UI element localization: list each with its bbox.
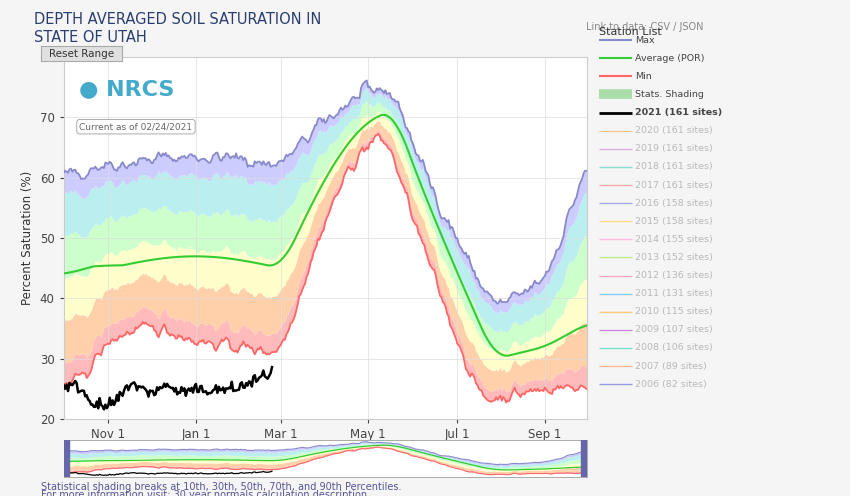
Text: DEPTH AVERAGED SOIL SATURATION IN: DEPTH AVERAGED SOIL SATURATION IN — [34, 12, 321, 27]
Text: 2007 (89 sites): 2007 (89 sites) — [635, 362, 706, 371]
Y-axis label: Percent Saturation (%): Percent Saturation (%) — [21, 171, 34, 305]
Text: 2021 (161 sites): 2021 (161 sites) — [635, 108, 722, 117]
Text: 2018 (161 sites): 2018 (161 sites) — [635, 162, 712, 172]
Text: 2017 (161 sites): 2017 (161 sites) — [635, 181, 712, 189]
Text: Current as of 02/24/2021: Current as of 02/24/2021 — [79, 122, 192, 131]
Bar — [64, 440, 70, 477]
Text: ● NRCS: ● NRCS — [79, 79, 175, 99]
Text: Statistical shading breaks at 10th, 30th, 50th, 70th, and 90th Percentiles.: Statistical shading breaks at 10th, 30th… — [41, 482, 401, 492]
Text: 2019 (161 sites): 2019 (161 sites) — [635, 144, 712, 153]
Text: 2014 (155 sites): 2014 (155 sites) — [635, 235, 712, 244]
Text: 2016 (158 sites): 2016 (158 sites) — [635, 198, 712, 208]
Text: STATE OF UTAH: STATE OF UTAH — [34, 30, 147, 45]
Text: 2011 (131 sites): 2011 (131 sites) — [635, 289, 713, 298]
Text: Min: Min — [635, 72, 652, 81]
Text: 2010 (115 sites): 2010 (115 sites) — [635, 307, 712, 316]
Text: 2006 (82 sites): 2006 (82 sites) — [635, 379, 706, 389]
Text: Station List: Station List — [599, 27, 662, 37]
Text: Reset Range: Reset Range — [48, 49, 114, 59]
Text: Stats. Shading: Stats. Shading — [635, 90, 704, 99]
Text: Average (POR): Average (POR) — [635, 54, 705, 63]
Text: For more information visit: 30 year normals calculation description.: For more information visit: 30 year norm… — [41, 490, 370, 496]
Text: 2009 (107 sites): 2009 (107 sites) — [635, 325, 712, 334]
Text: 2012 (136 sites): 2012 (136 sites) — [635, 271, 713, 280]
Bar — [581, 440, 586, 477]
Text: 2015 (158 sites): 2015 (158 sites) — [635, 217, 712, 226]
Text: Link to data: CSV / JSON: Link to data: CSV / JSON — [586, 22, 704, 32]
Text: 2020 (161 sites): 2020 (161 sites) — [635, 126, 712, 135]
Text: 2013 (152 sites): 2013 (152 sites) — [635, 253, 713, 262]
Text: 2008 (106 sites): 2008 (106 sites) — [635, 343, 712, 353]
Text: Max: Max — [635, 36, 655, 45]
